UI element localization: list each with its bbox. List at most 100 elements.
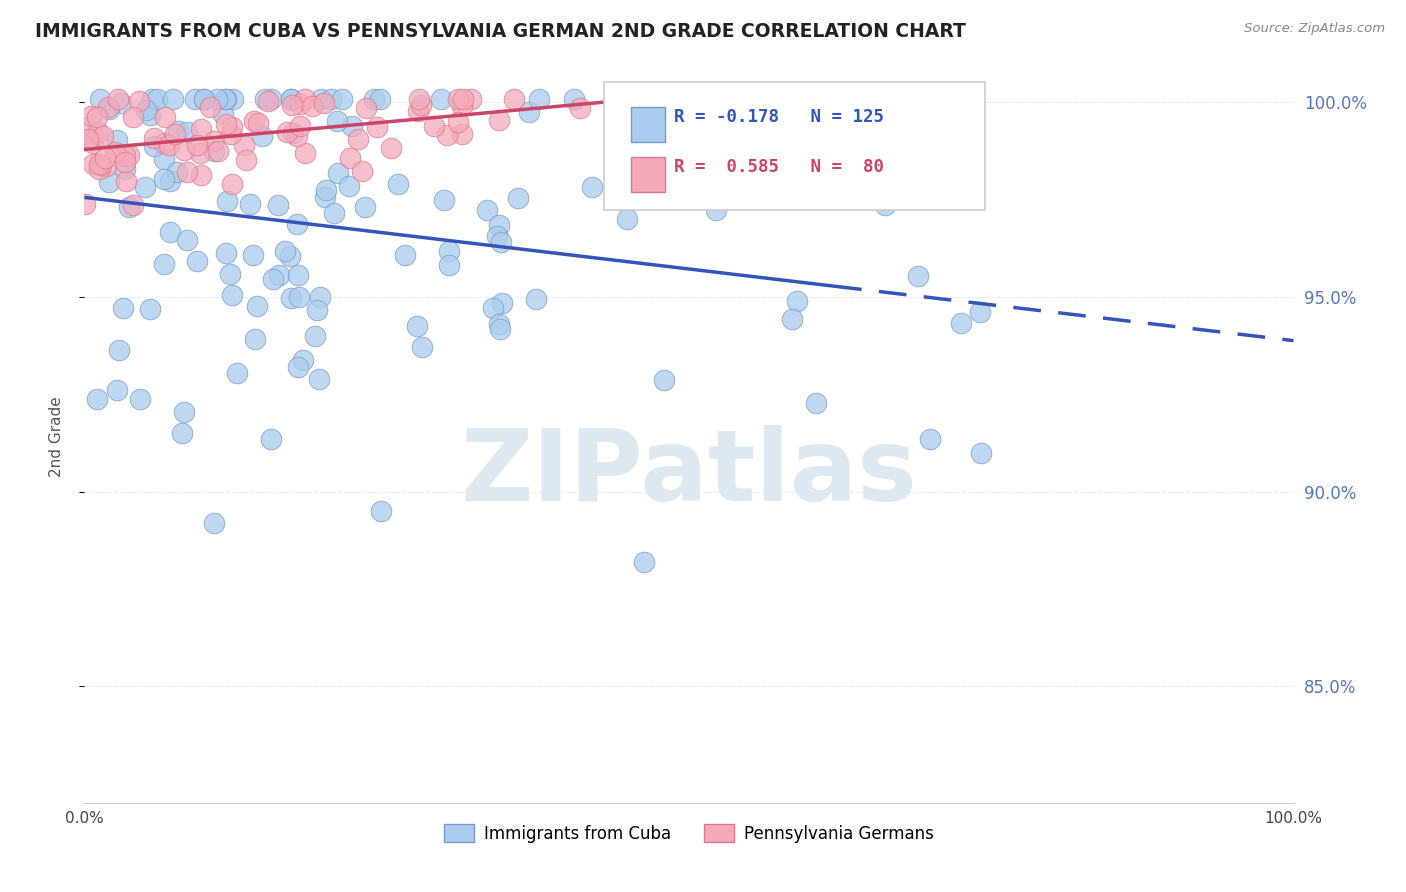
Point [166,164,188,178]
Point [153,152,176,166]
Point [143,139,166,153]
Point [370,504,392,518]
Point [603,92,626,106]
Text: R = -0.178   N = 125: R = -0.178 N = 125 [675,109,884,127]
Point [77,132,100,146]
Point [153,110,176,124]
Point [107,132,129,146]
Point [207,144,229,158]
Point [370,92,392,106]
Point [82,157,104,171]
Point [260,432,283,446]
Point [98,175,121,189]
Point [526,292,548,306]
Legend: Immigrants from Cuba, Pennsylvania Germans: Immigrants from Cuba, Pennsylvania Germa… [437,818,941,849]
Point [186,137,208,152]
Point [135,103,157,117]
Point [118,147,141,161]
Point [73,197,96,211]
Point [488,112,510,127]
Point [321,92,343,106]
Point [163,127,186,141]
Point [226,366,249,380]
Point [159,174,181,188]
Point [294,145,316,160]
Point [219,267,242,281]
Point [447,114,470,128]
Point [314,189,336,203]
Point [308,290,330,304]
Point [581,180,603,194]
Point [517,105,540,120]
Point [80,109,103,123]
Point [633,555,655,569]
Point [436,128,458,142]
Point [950,316,973,330]
Point [394,247,416,261]
Point [432,193,454,207]
Point [173,144,195,158]
Point [704,202,727,217]
Text: R =  0.585   N =  80: R = 0.585 N = 80 [675,158,884,177]
Point [437,244,460,259]
Point [176,164,198,178]
Point [650,102,672,116]
Point [347,132,370,146]
Point [423,119,446,133]
Point [508,191,530,205]
Point [970,445,993,459]
Point [118,200,141,214]
Point [122,198,145,212]
Point [406,103,429,118]
Point [202,144,225,158]
Point [176,233,198,247]
Point [173,405,195,419]
Point [90,158,112,172]
Point [312,96,335,111]
Point [269,268,291,283]
Point [89,92,111,106]
Point [221,92,243,106]
Point [215,92,238,106]
Point [215,194,238,208]
Point [278,249,301,263]
Point [481,301,503,316]
Point [488,218,510,232]
Point [139,301,162,316]
Point [315,183,337,197]
Point [233,138,256,153]
Point [453,92,475,106]
Point [429,92,451,106]
Point [105,384,128,398]
Point [205,92,228,106]
Point [918,432,941,446]
Point [363,92,385,106]
Point [350,164,373,178]
Point [786,293,808,308]
Point [198,100,221,114]
Point [489,321,512,335]
Point [235,153,257,168]
Point [280,291,302,305]
Point [157,138,180,153]
Point [250,129,273,144]
Point [387,177,409,191]
Point [281,126,304,140]
Text: Source: ZipAtlas.com: Source: ZipAtlas.com [1244,22,1385,36]
Point [569,101,592,115]
Point [290,96,312,111]
Point [280,92,302,106]
Point [356,101,378,115]
FancyBboxPatch shape [631,107,665,143]
Point [709,92,731,106]
Point [832,170,855,185]
Point [193,92,215,106]
Point [107,92,129,106]
Point [214,92,236,106]
Point [243,114,266,128]
Point [221,120,243,135]
Point [411,340,433,354]
Point [128,95,150,109]
Point [110,95,132,110]
Point [190,121,212,136]
